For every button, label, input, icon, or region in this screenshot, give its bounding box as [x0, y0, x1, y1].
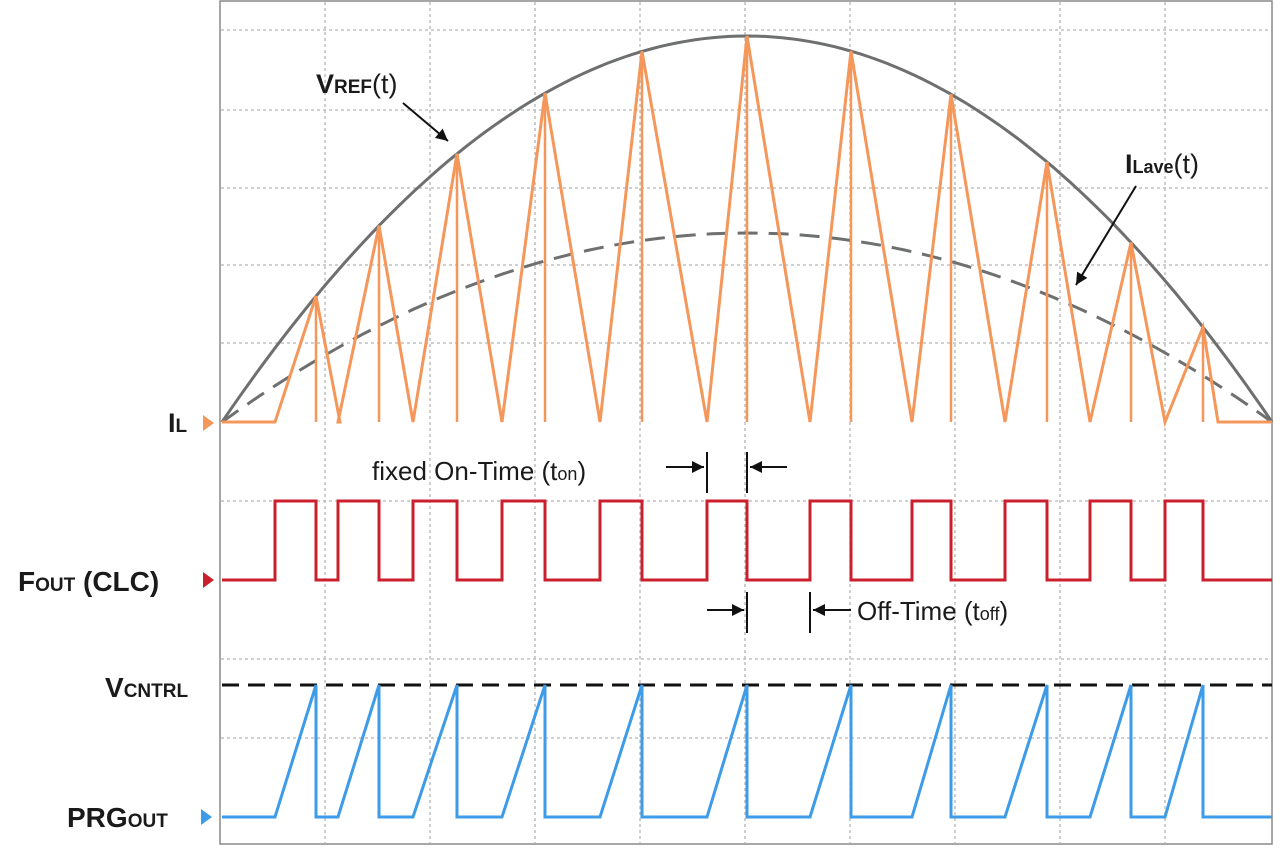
- off-time-label: Off-Time (toff): [857, 596, 1008, 626]
- ilave-pointer-arrow: [1075, 185, 1137, 286]
- vref-label: VREF(t): [316, 69, 398, 99]
- fout-waveform: [222, 499, 1272, 582]
- on-time-left-arrow-head-icon: [692, 461, 704, 473]
- off-time-right-arrow-head-icon: [813, 604, 825, 616]
- off-time-left-arrow-head-icon: [732, 604, 744, 616]
- annotation-arrows: [402, 102, 1137, 633]
- prgout-waveform: [222, 684, 1272, 819]
- prgout-label: PRGOUT: [67, 802, 212, 833]
- prgout-marker-icon: [201, 809, 212, 825]
- svg-text:Off-Time (toff): Off-Time (toff): [857, 596, 1008, 626]
- svg-text:PRGOUT: PRGOUT: [67, 802, 168, 833]
- vref-pointer-arrow-head-icon: [434, 128, 448, 141]
- svg-text:VCNTRL: VCNTRL: [105, 672, 188, 703]
- il-waveform: [222, 35, 1272, 428]
- svg-text:IL: IL: [168, 408, 188, 438]
- fout-label: FOUT (CLC): [18, 566, 214, 597]
- fout-marker-icon: [203, 572, 214, 588]
- svg-text:VREF(t): VREF(t): [316, 69, 398, 99]
- vcntrl-label: VCNTRL: [105, 672, 188, 703]
- on-time-right-arrow-head-icon: [750, 461, 762, 473]
- il-marker-icon: [203, 415, 214, 431]
- ilave-label: ILave(t): [1125, 149, 1199, 179]
- fout-trace: [222, 499, 1272, 582]
- svg-text:fixed On-Time (ton): fixed On-Time (ton): [372, 456, 586, 486]
- prgout-trace: [222, 684, 1272, 819]
- il-label: IL: [168, 408, 214, 438]
- il-trace: [222, 35, 1272, 428]
- ilave-pointer-arrow-head-icon: [1076, 271, 1088, 285]
- on-time-label: fixed On-Time (ton): [372, 456, 586, 486]
- svg-text:ILave(t): ILave(t): [1125, 149, 1199, 179]
- svg-text:FOUT (CLC): FOUT (CLC): [18, 566, 159, 597]
